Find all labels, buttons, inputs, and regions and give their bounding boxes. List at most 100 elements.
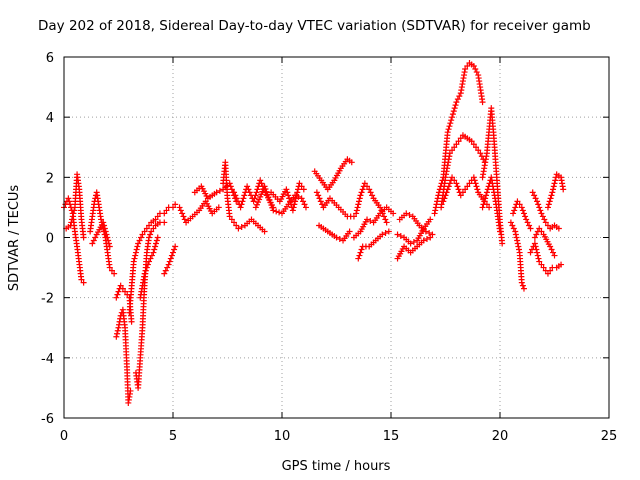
data-point [481, 198, 488, 205]
data-point [551, 180, 558, 187]
data-point [555, 225, 562, 232]
data-point [480, 201, 487, 208]
data-point [238, 223, 245, 230]
x-tick-labels: 0 5 10 15 20 25 [60, 429, 617, 444]
data-point [181, 216, 188, 223]
data-point [443, 189, 450, 196]
data-point [114, 327, 121, 334]
data-point [213, 189, 220, 196]
data-point [473, 144, 480, 151]
data-point [511, 207, 518, 214]
data-point [420, 237, 427, 244]
data-point [445, 183, 452, 190]
data-point [289, 207, 296, 214]
data-point [251, 195, 258, 202]
data-point [542, 219, 549, 226]
data-point [426, 229, 433, 236]
data-point [269, 204, 276, 211]
data-point [479, 99, 486, 106]
y-tick-label: -6 [41, 412, 54, 427]
data-point [483, 189, 490, 196]
data-point [264, 191, 271, 198]
data-point [444, 186, 451, 193]
data-point [518, 204, 525, 211]
data-point [245, 186, 252, 193]
data-point [527, 225, 534, 232]
data-point [252, 204, 259, 211]
data-point [379, 231, 386, 238]
data-point [457, 135, 464, 142]
data-point [152, 240, 159, 247]
data-point [354, 204, 361, 211]
data-point [534, 198, 541, 205]
data-point [261, 183, 268, 190]
data-point [385, 228, 392, 235]
data-point [171, 246, 178, 253]
data-point [92, 234, 99, 241]
data-point [313, 189, 320, 196]
data-point [239, 198, 246, 205]
data-point [258, 191, 265, 198]
data-point [499, 240, 506, 247]
data-point [550, 186, 557, 193]
data-point [358, 246, 365, 253]
data-point [127, 387, 134, 394]
data-point [429, 231, 436, 238]
data-point [133, 246, 140, 253]
data-point [551, 252, 558, 259]
data-point [161, 210, 168, 217]
data-point [68, 216, 75, 223]
data-point [170, 204, 176, 211]
data-point [357, 192, 364, 199]
x-tick-label: 20 [492, 429, 509, 444]
data-point [464, 183, 471, 190]
data-point [531, 234, 538, 241]
data-point [484, 186, 491, 193]
data-point [231, 189, 238, 196]
data-point [527, 249, 534, 256]
data-point [548, 246, 555, 253]
data-point [453, 99, 460, 106]
data-point [336, 236, 343, 243]
data-point [103, 231, 110, 238]
data-point [148, 252, 155, 259]
data-point [291, 201, 298, 208]
data-point [449, 147, 456, 154]
data-point [533, 246, 540, 253]
data-point [268, 202, 275, 209]
data-point [256, 196, 263, 203]
data-point [369, 192, 376, 199]
data-point [119, 285, 126, 292]
data-point [359, 186, 366, 193]
data-point [143, 225, 150, 232]
data-point [468, 138, 475, 145]
y-tick-label: 4 [46, 111, 54, 126]
data-point [147, 231, 154, 238]
data-point [153, 237, 160, 244]
y-tick-label: 0 [46, 232, 54, 247]
data-point [301, 201, 308, 208]
data-point [293, 192, 300, 199]
data-point [263, 188, 270, 195]
data-point [533, 231, 540, 238]
data-point [161, 219, 168, 226]
data-point [410, 239, 417, 246]
data-point [358, 189, 365, 196]
data-point [108, 267, 115, 274]
data-point [143, 264, 150, 271]
data-point [432, 204, 439, 211]
data-point [241, 192, 248, 199]
data-point [105, 240, 112, 247]
data-point [515, 246, 522, 253]
data-point [319, 201, 326, 208]
data-point [101, 222, 108, 229]
data-point [482, 195, 489, 202]
data-point [315, 192, 322, 199]
data-point [512, 204, 519, 211]
data-point [122, 288, 129, 295]
y-axis-label: SDTVAR / TECUs [7, 185, 22, 292]
data-point [150, 225, 157, 232]
data-point [231, 219, 238, 226]
data-point [151, 246, 158, 253]
